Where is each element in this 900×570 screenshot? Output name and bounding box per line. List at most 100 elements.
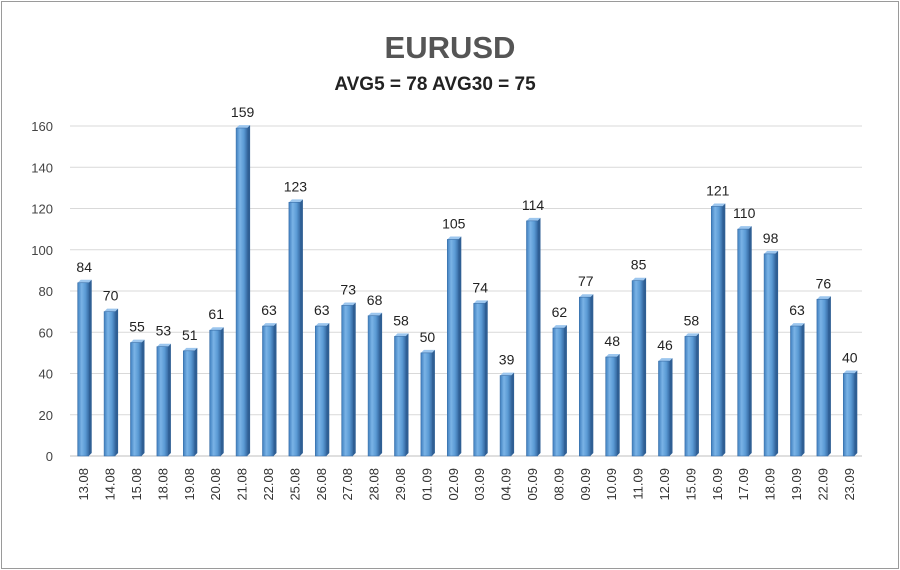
bar	[473, 303, 486, 457]
x-tick-label: 08.09	[551, 468, 566, 501]
data-label: 53	[156, 323, 172, 339]
bar	[420, 352, 433, 457]
bar-top	[790, 323, 805, 327]
bar-top	[658, 358, 673, 362]
bar-top	[368, 312, 383, 316]
bar-top	[236, 125, 251, 129]
y-tick-label: 120	[31, 202, 53, 217]
data-label: 58	[393, 312, 409, 328]
x-tick-label: 04.09	[499, 468, 514, 501]
data-label: 68	[367, 292, 383, 308]
bar-top	[130, 339, 145, 343]
data-label: 73	[340, 281, 356, 297]
bar-side	[511, 372, 515, 456]
bar-side	[220, 327, 224, 456]
bar-top	[104, 308, 119, 312]
bar-side	[748, 226, 752, 456]
gridlines	[70, 125, 862, 457]
bar	[842, 373, 855, 457]
bar-side	[247, 125, 251, 456]
y-tick-label: 20	[39, 408, 53, 423]
x-tick-label: 17.09	[736, 468, 751, 501]
bar-top	[447, 236, 462, 240]
bar-top	[552, 325, 567, 329]
data-label: 39	[499, 352, 515, 368]
bar	[578, 296, 591, 457]
data-labels: 84 70 55 53 51 61 159 63 123 63 73 68 58 50 105 74 39 114…	[76, 104, 857, 368]
bar-side	[141, 339, 145, 456]
y-tick-label: 80	[39, 284, 53, 299]
chart-title: EURUSD	[384, 30, 516, 65]
x-tick-label: 12.09	[657, 468, 672, 501]
y-tick-label: 0	[46, 449, 53, 464]
x-tick-label: 18.08	[155, 468, 170, 501]
bar	[235, 127, 248, 457]
bar	[156, 346, 169, 457]
data-label: 63	[314, 302, 330, 318]
bar-side	[88, 279, 92, 456]
bar	[631, 280, 644, 457]
x-tick-label: 20.08	[208, 468, 223, 501]
bar	[77, 282, 89, 457]
x-tick-label: 05.09	[525, 468, 540, 501]
bar-side	[352, 302, 356, 456]
bar-top	[156, 343, 171, 347]
bar	[341, 305, 354, 457]
data-label: 62	[552, 304, 568, 320]
x-tick-label: 16.09	[710, 468, 725, 501]
bars	[77, 125, 858, 457]
bar	[446, 239, 459, 457]
x-tick-label: 15.09	[683, 468, 698, 501]
bar-side	[431, 349, 435, 456]
y-tick-label: 40	[39, 367, 53, 382]
data-label: 114	[522, 197, 545, 213]
bar-side	[616, 354, 620, 456]
bar-top	[77, 279, 92, 283]
chart-subtitle: AVG5 = 78 AVG30 = 75	[334, 74, 536, 95]
bar	[526, 220, 538, 457]
bar	[103, 311, 116, 457]
data-label: 51	[182, 327, 198, 343]
y-axis-ticks: 0 20 40 60 80 100 120 140 160	[31, 119, 53, 464]
bar	[737, 228, 750, 457]
bar-side	[669, 358, 673, 456]
data-label: 74	[472, 279, 488, 295]
data-label: 58	[684, 312, 700, 328]
data-label: 110	[733, 205, 756, 221]
bar-side	[590, 294, 594, 456]
x-tick-label: 13.08	[76, 468, 91, 501]
bar	[710, 206, 723, 457]
bar-side	[695, 333, 699, 456]
bar-top	[473, 300, 488, 304]
data-label: 76	[816, 275, 832, 291]
x-tick-label: 28.08	[367, 468, 382, 501]
x-tick-label: 09.09	[578, 468, 593, 501]
bar	[816, 298, 829, 457]
x-tick-label: 02.09	[446, 468, 461, 501]
bar-top	[579, 294, 594, 298]
x-tick-label: 03.09	[472, 468, 487, 501]
data-label: 48	[604, 333, 620, 349]
data-label: 85	[631, 257, 647, 273]
bar-side	[484, 300, 488, 456]
y-tick-label: 100	[31, 243, 53, 258]
x-axis-ticks: 13.08 14.08 15.08 18.08 19.08 20.08 21.08 22.08…	[76, 468, 857, 501]
data-label: 121	[706, 182, 730, 198]
x-tick-label: 19.09	[789, 468, 804, 501]
x-tick-label: 23.09	[842, 468, 857, 501]
data-label: 123	[284, 178, 308, 194]
bar	[552, 327, 565, 457]
data-label: 98	[763, 230, 779, 246]
data-label: 84	[76, 259, 92, 275]
y-tick-label: 60	[39, 325, 53, 340]
bar-top	[843, 370, 858, 374]
bar	[130, 342, 142, 457]
bar-top	[764, 250, 779, 254]
bar	[763, 253, 776, 457]
bar-side	[167, 343, 171, 456]
bar	[605, 356, 618, 457]
bar	[684, 336, 697, 457]
bar-side	[722, 203, 726, 456]
bar-top	[209, 327, 224, 331]
